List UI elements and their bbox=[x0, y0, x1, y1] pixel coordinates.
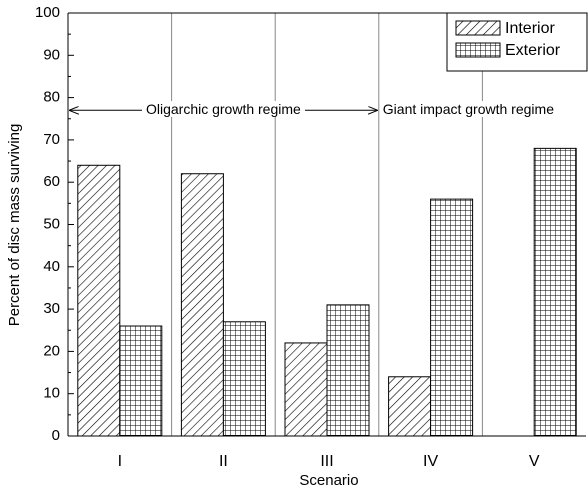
annotation-bg bbox=[380, 100, 557, 117]
bar bbox=[284, 342, 328, 437]
bar bbox=[533, 147, 577, 437]
x-tick-label: V bbox=[529, 453, 540, 470]
bar bbox=[180, 173, 224, 437]
y-tick-label: 70 bbox=[43, 131, 60, 148]
y-tick-label: 80 bbox=[43, 89, 60, 106]
annotation: Giant impact growth regime bbox=[383, 101, 554, 117]
bar bbox=[388, 376, 432, 437]
legend-label: Interior bbox=[505, 20, 555, 37]
y-tick-label: 90 bbox=[43, 46, 60, 63]
x-tick-label: II bbox=[219, 453, 228, 470]
x-tick-label: III bbox=[320, 453, 333, 470]
bar bbox=[119, 325, 163, 437]
legend-swatch bbox=[455, 20, 501, 36]
y-tick-label: 60 bbox=[43, 173, 60, 190]
y-tick-label: 0 bbox=[52, 427, 60, 444]
y-tick-label: 100 bbox=[35, 4, 60, 21]
y-tick-label: 10 bbox=[43, 385, 60, 402]
bar bbox=[77, 164, 121, 437]
bar bbox=[222, 321, 266, 437]
x-tick-label: I bbox=[118, 453, 122, 470]
y-tick-label: 30 bbox=[43, 300, 60, 317]
bar bbox=[430, 198, 474, 437]
y-axis-label: Percent of disc mass surviving bbox=[6, 124, 23, 327]
annotation-bg bbox=[141, 100, 306, 117]
x-tick-label: IV bbox=[423, 453, 438, 470]
y-tick-label: 50 bbox=[43, 215, 60, 232]
annotation: Oligarchic growth regime bbox=[146, 101, 301, 117]
legend-label: Exterior bbox=[505, 42, 561, 59]
y-tick-label: 40 bbox=[43, 258, 60, 275]
bar bbox=[326, 304, 370, 437]
y-tick-label: 20 bbox=[43, 342, 60, 359]
legend-swatch bbox=[455, 42, 501, 58]
x-axis-label: Scenario bbox=[299, 472, 358, 489]
